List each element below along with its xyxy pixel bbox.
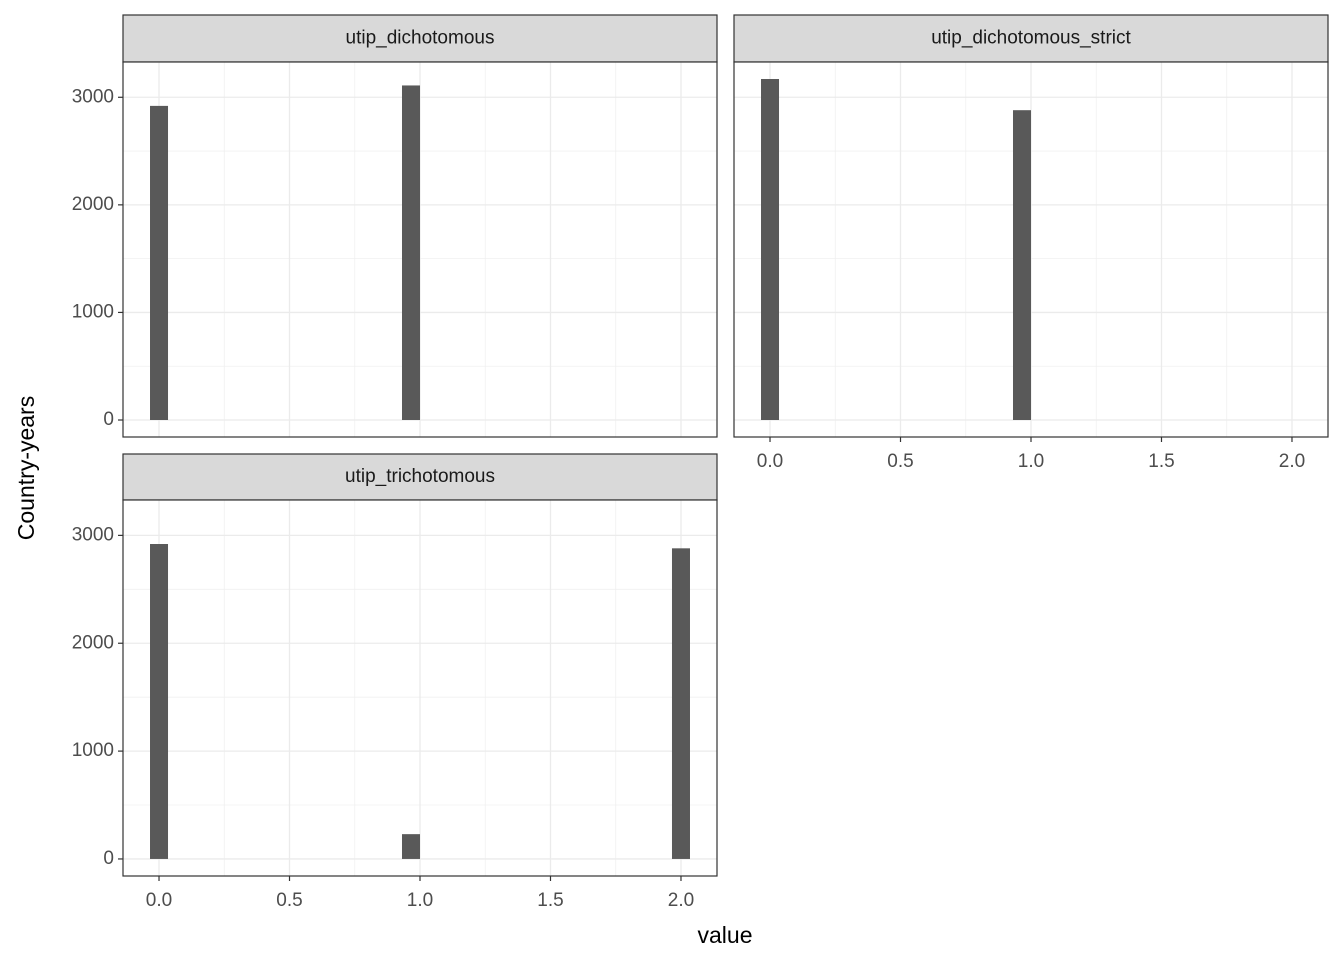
facet-title: utip_dichotomous — [346, 28, 495, 49]
x-tick-label: 1.5 — [537, 890, 563, 911]
strip-background — [122, 453, 718, 501]
panel-border — [122, 61, 718, 438]
facet-title: utip_trichotomous — [345, 466, 495, 487]
y-axis-title: Country-years — [13, 396, 39, 540]
histogram-bar — [401, 834, 420, 859]
strip-background — [733, 14, 1329, 63]
histogram-bar — [671, 548, 690, 859]
y-tick-label: 2000 — [72, 632, 114, 653]
histogram-bar — [1012, 110, 1031, 421]
x-axis-title: value — [698, 922, 753, 948]
x-tick-label: 0.5 — [276, 890, 302, 911]
y-tick-label: 0 — [103, 409, 114, 430]
x-tick-label: 1.0 — [1018, 451, 1044, 472]
y-tick-label: 3000 — [72, 524, 114, 545]
x-tick-label: 0.0 — [757, 451, 783, 472]
x-tick-label: 2.0 — [668, 890, 694, 911]
strip-background — [122, 14, 718, 63]
y-tick-label: 1000 — [72, 740, 114, 761]
histogram-bar — [150, 544, 169, 859]
x-tick-label: 1.5 — [1148, 451, 1174, 472]
y-tick-label: 1000 — [72, 301, 114, 322]
x-tick-label: 2.0 — [1279, 451, 1305, 472]
histogram-bar — [401, 85, 420, 421]
x-tick-label: 0.0 — [146, 890, 172, 911]
y-tick-label: 3000 — [72, 86, 114, 107]
histogram-bar — [761, 78, 780, 421]
facet-title: utip_dichotomous_strict — [931, 28, 1131, 49]
y-tick-label: 2000 — [72, 194, 114, 215]
histogram-bar — [150, 105, 169, 421]
y-tick-label: 0 — [103, 848, 114, 869]
x-tick-label: 0.5 — [887, 451, 913, 472]
x-tick-label: 1.0 — [407, 890, 433, 911]
